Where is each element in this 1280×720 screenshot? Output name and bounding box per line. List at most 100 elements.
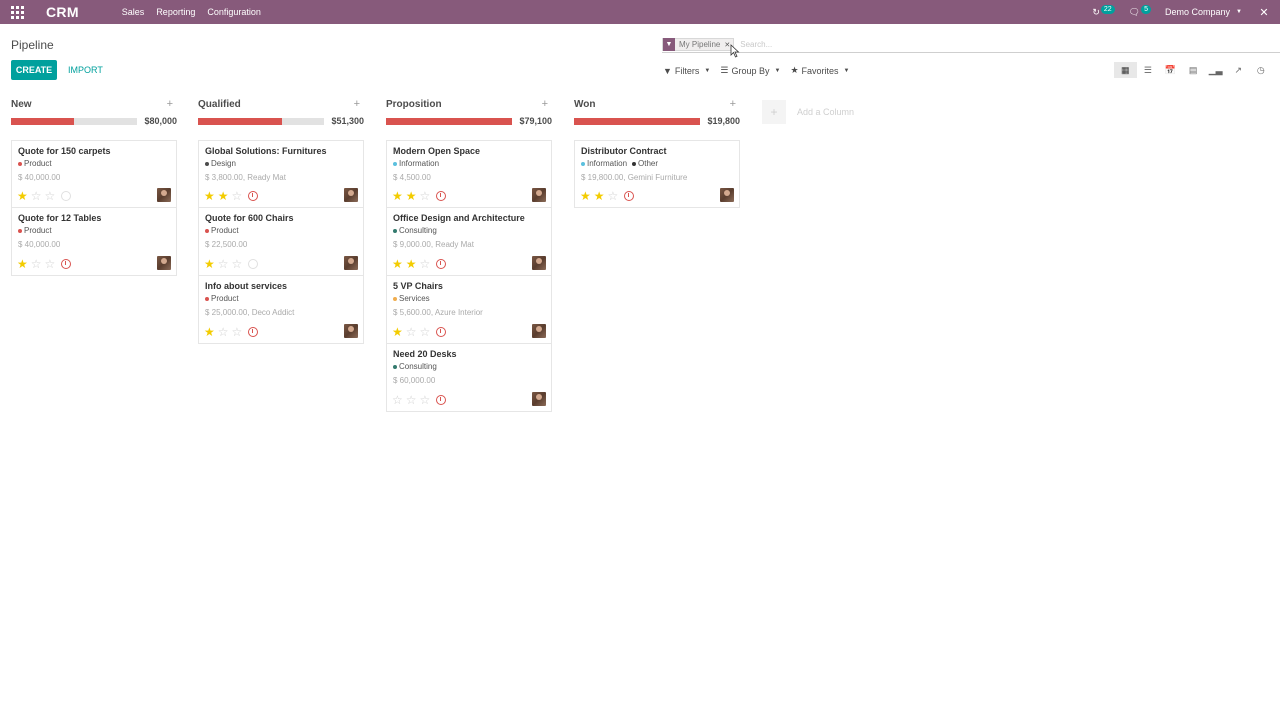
lead-card[interactable]: Global Solutions: Furnitures Design $ 3,80…: [198, 140, 364, 208]
activity-clock-icon[interactable]: [61, 191, 72, 201]
menu-reporting[interactable]: Reporting: [156, 7, 196, 17]
activity-clock-icon[interactable]: [248, 327, 259, 337]
priority-star-icon[interactable]: ☆: [217, 325, 229, 339]
lead-card[interactable]: Modern Open Space Information $ 4,500.00 ★ ★…: [386, 140, 552, 208]
activity-clock-icon[interactable]: [436, 259, 447, 269]
priority-star-icon[interactable]: ☆: [44, 189, 56, 203]
kanban-view-icon[interactable]: ▦: [1114, 62, 1137, 78]
graph-view-icon[interactable]: ▁▃: [1208, 64, 1223, 75]
cohort-view-icon[interactable]: ↗: [1234, 64, 1243, 75]
calendar-view-icon[interactable]: 📅: [1164, 64, 1177, 75]
apps-menu-icon[interactable]: [0, 0, 34, 24]
list-view-icon[interactable]: ☰: [1143, 64, 1152, 75]
caret-down-icon: ▼: [774, 67, 781, 74]
priority-star-icon[interactable]: ☆: [405, 325, 417, 339]
activities-button[interactable]: ↻ 22: [1092, 4, 1115, 18]
quick-create-plus-icon[interactable]: +: [729, 98, 736, 110]
column-progress-bar[interactable]: [198, 117, 324, 125]
activity-clock-icon[interactable]: [248, 191, 259, 201]
card-title: Global Solutions: Furnitures: [205, 146, 327, 156]
column-title[interactable]: Qualified: [198, 98, 241, 110]
priority-star-icon[interactable]: ★: [217, 189, 229, 203]
tag-label: Product: [24, 226, 52, 235]
favorites-dropdown[interactable]: ★ Favorites ▼: [790, 65, 849, 76]
facet-remove-icon[interactable]: ✕: [724, 41, 731, 49]
priority-star-icon[interactable]: ☆: [419, 189, 431, 203]
priority-star-icon[interactable]: ☆: [217, 257, 229, 271]
bars-icon: ☰: [720, 65, 729, 75]
filters-label: Filters: [674, 65, 700, 76]
activity-clock-icon[interactable]: [248, 259, 259, 269]
activity-clock-icon[interactable]: [436, 395, 447, 405]
lead-card[interactable]: Need 20 Desks Consulting $ 60,000.00 ☆ ☆ ☆: [386, 344, 552, 412]
card-revenue: $ 25,000.00, Deco Addict: [205, 308, 295, 317]
app-brand[interactable]: CRM: [46, 4, 79, 20]
priority-star-icon[interactable]: ★: [405, 257, 417, 271]
column-progress-bar[interactable]: [574, 117, 700, 125]
priority-star-icon[interactable]: ☆: [405, 393, 417, 407]
column-title[interactable]: Won: [574, 98, 596, 110]
activity-clock-icon[interactable]: [61, 259, 72, 269]
tag-label: Other: [638, 159, 659, 168]
priority-star-icon[interactable]: ☆: [392, 393, 403, 407]
priority-star-icon[interactable]: ☆: [607, 189, 619, 203]
priority-star-icon[interactable]: ★: [204, 189, 215, 203]
priority-star-icon[interactable]: ★: [392, 325, 403, 339]
priority-star-icon[interactable]: ★: [392, 257, 403, 271]
messages-badge: 5: [1141, 4, 1152, 14]
column-title[interactable]: Proposition: [386, 98, 442, 110]
priority-star-icon[interactable]: ★: [392, 189, 403, 203]
quick-create-plus-icon[interactable]: +: [353, 98, 360, 110]
priority-star-icon[interactable]: ☆: [419, 325, 431, 339]
priority-star-icon[interactable]: ★: [593, 189, 605, 203]
company-switcher[interactable]: Demo Company ▼: [1165, 7, 1242, 17]
add-column-button[interactable]: + Add a Column: [762, 100, 854, 124]
lead-card[interactable]: Office Design and Architecture Consulting…: [386, 208, 552, 276]
column-progress-bar[interactable]: [386, 117, 512, 125]
priority-star-icon[interactable]: ★: [580, 189, 591, 203]
messages-button[interactable]: 🗨 5: [1129, 4, 1152, 18]
menu-configuration[interactable]: Configuration: [207, 7, 261, 17]
priority-star-icon[interactable]: ☆: [231, 257, 243, 271]
close-icon[interactable]: ✕: [1259, 6, 1269, 19]
activity-clock-icon[interactable]: [436, 327, 447, 337]
create-button[interactable]: CREATE: [11, 60, 57, 80]
lead-card[interactable]: Quote for 600 Chairs Product $ 22,500.00 ★ ☆…: [198, 208, 364, 276]
activity-view-icon[interactable]: ◷: [1256, 64, 1265, 75]
menu-sales[interactable]: Sales: [121, 7, 145, 17]
pivot-view-icon[interactable]: ▤: [1188, 64, 1198, 75]
column-progress-bar[interactable]: [11, 117, 137, 125]
priority-star-icon[interactable]: ★: [204, 257, 215, 271]
filters-dropdown[interactable]: ▼ Filters ▼: [663, 65, 710, 76]
priority-star-icon[interactable]: ☆: [419, 257, 431, 271]
priority-star-icon[interactable]: ☆: [44, 257, 56, 271]
activity-clock-icon[interactable]: [436, 191, 447, 201]
lead-card[interactable]: 5 VP Chairs Services $ 5,600.00, Azure Int…: [386, 276, 552, 344]
priority-star-icon[interactable]: ☆: [30, 257, 42, 271]
search-facet[interactable]: ▼ My Pipeline ✕: [662, 38, 735, 51]
priority-star-icon[interactable]: ☆: [30, 189, 42, 203]
priority-star-icon[interactable]: ★: [204, 325, 215, 339]
tag-color-dot: [393, 161, 397, 166]
column-title[interactable]: New: [11, 98, 32, 110]
priority-star-icon[interactable]: ★: [17, 257, 28, 271]
quick-create-plus-icon[interactable]: +: [541, 98, 548, 110]
lead-card[interactable]: Distributor Contract Information Other $ 19…: [574, 140, 740, 208]
priority-star-icon[interactable]: ☆: [231, 189, 243, 203]
priority-star-icon[interactable]: ☆: [419, 393, 431, 407]
priority-star-icon[interactable]: ☆: [231, 325, 243, 339]
activity-clock-icon[interactable]: [624, 191, 635, 201]
salesperson-avatar: [157, 188, 171, 202]
priority-star-icon[interactable]: ★: [17, 189, 28, 203]
quick-create-plus-icon[interactable]: +: [166, 98, 173, 110]
search-input[interactable]: [740, 40, 1041, 49]
lead-card[interactable]: Quote for 12 Tables Product $ 40,000.00 ★ ☆ ☆: [11, 208, 177, 276]
lead-card[interactable]: Quote for 150 carpets Product $ 40,000.00 ★…: [11, 140, 177, 208]
lead-card[interactable]: Info about services Product $ 25,000.00, D…: [198, 276, 364, 344]
priority-star-icon[interactable]: ★: [405, 189, 417, 203]
import-button[interactable]: IMPORT: [64, 60, 107, 80]
groupby-dropdown[interactable]: ☰ Group By ▼: [720, 65, 780, 76]
column-progress-row: $80,000: [11, 113, 177, 129]
tag: Product: [205, 226, 239, 235]
salesperson-avatar: [720, 188, 734, 202]
